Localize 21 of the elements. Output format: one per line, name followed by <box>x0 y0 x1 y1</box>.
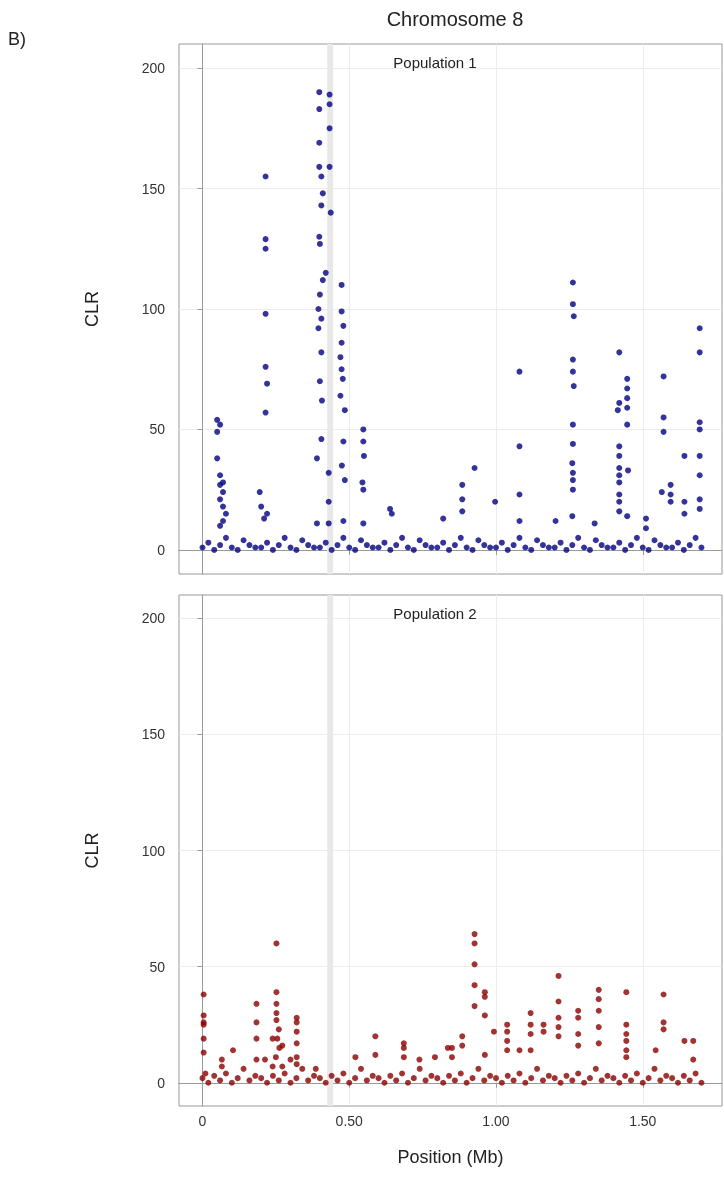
y-tick-label: 50 <box>149 958 166 975</box>
y-axis-title: CLR <box>82 290 102 328</box>
x-axis-title: Position (Mb) <box>397 1147 504 1167</box>
y-tick-label: 0 <box>157 1074 166 1091</box>
x-tick-label: 0.50 <box>335 1113 364 1129</box>
text: B) <box>8 29 26 49</box>
y-tick-label: 100 <box>141 301 166 317</box>
y-tick-label: 0 <box>157 541 166 558</box>
text: Population 2 <box>393 605 477 622</box>
y-tick-label: 200 <box>141 60 166 77</box>
x-tick-label: 1.50 <box>629 1113 657 1129</box>
y-tick-label: 100 <box>141 842 166 859</box>
y-axis-title: CLR <box>82 832 102 869</box>
chart-title: Chromosome 8 <box>386 8 524 30</box>
y-tick-label: 150 <box>141 180 166 197</box>
text: Population 1 <box>393 54 477 71</box>
y-tick-label: 150 <box>141 726 166 743</box>
y-tick-label: 50 <box>149 421 166 438</box>
x-tick-label: 0 <box>198 1113 207 1129</box>
x-tick-label: 1.00 <box>482 1113 510 1129</box>
y-tick-label: 200 <box>141 610 166 627</box>
